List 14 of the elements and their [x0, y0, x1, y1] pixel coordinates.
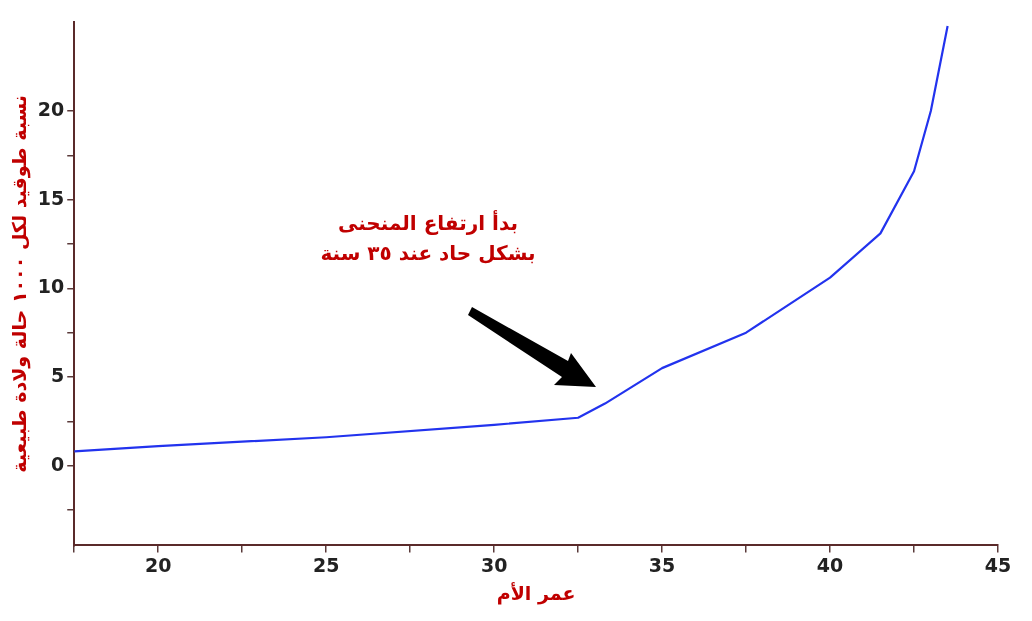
x-tick-label: 45 — [984, 553, 1012, 576]
annotation: بدأ ارتفاع المنحنى بشكل حاد عند ٣٥ سنة — [319, 209, 537, 267]
x-tick-label: 40 — [816, 553, 844, 576]
y-tick-label: 0 — [51, 452, 65, 475]
x-tick-label: 20 — [144, 553, 172, 576]
x-tick-label: 30 — [480, 553, 508, 576]
y-tick-label: 20 — [37, 97, 65, 120]
x-tick-label: 25 — [312, 553, 340, 576]
y-tick-label: 5 — [51, 363, 65, 386]
y-tick-label: 15 — [37, 186, 65, 209]
x-tick-label: 35 — [648, 553, 676, 576]
y-axis-title: نسبة طوقيد لكل ١٠٠٠ حالة ولادة طبيعية — [8, 95, 32, 473]
y-tick-label: 10 — [37, 275, 65, 298]
x-axis-title: عمر الأم — [496, 581, 576, 605]
